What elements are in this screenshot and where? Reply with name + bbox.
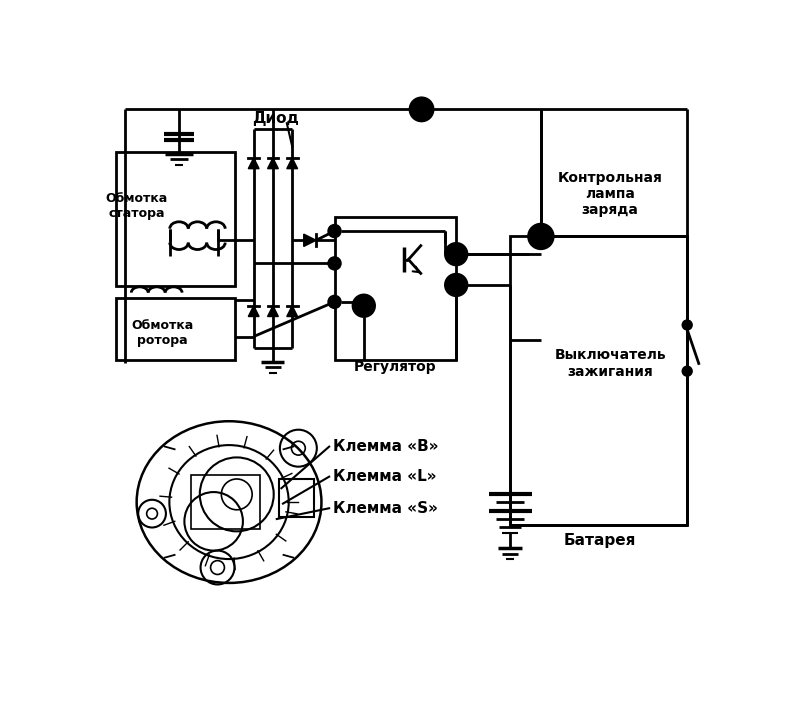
Bar <box>510 237 687 525</box>
Bar <box>279 479 314 518</box>
Circle shape <box>682 321 692 329</box>
Text: B: B <box>417 103 426 116</box>
Bar <box>190 475 260 529</box>
Polygon shape <box>248 158 259 169</box>
Text: Клемма «S»: Клемма «S» <box>333 500 438 516</box>
Text: Контрольная
лампа
заряда: Контрольная лампа заряда <box>558 171 662 217</box>
Circle shape <box>529 224 554 249</box>
Circle shape <box>446 274 467 296</box>
Polygon shape <box>304 234 316 247</box>
Polygon shape <box>267 306 278 316</box>
Text: Клемма «L»: Клемма «L» <box>333 470 437 484</box>
Text: Батарея: Батарея <box>564 533 636 548</box>
Polygon shape <box>287 158 298 169</box>
Circle shape <box>410 98 433 121</box>
Circle shape <box>328 225 341 237</box>
Circle shape <box>446 243 467 265</box>
Circle shape <box>328 257 341 270</box>
Polygon shape <box>248 306 259 316</box>
Text: Клемма «B»: Клемма «B» <box>333 439 438 454</box>
Text: Обмотка
ротора: Обмотка ротора <box>131 319 193 347</box>
Polygon shape <box>287 306 298 316</box>
Text: Обмотка
статора: Обмотка статора <box>106 192 168 219</box>
Text: Диод: Диод <box>252 111 299 126</box>
Circle shape <box>682 367 692 376</box>
Text: Выключатель
зажигания: Выключатель зажигания <box>554 349 666 379</box>
Text: Регулятор: Регулятор <box>354 360 436 375</box>
Circle shape <box>328 296 341 308</box>
Bar <box>334 217 456 360</box>
Circle shape <box>353 295 374 316</box>
Bar <box>116 298 235 360</box>
Text: S: S <box>452 278 461 291</box>
Bar <box>116 152 235 286</box>
Polygon shape <box>267 158 278 169</box>
Text: E: E <box>359 299 368 312</box>
Text: L: L <box>452 247 460 261</box>
